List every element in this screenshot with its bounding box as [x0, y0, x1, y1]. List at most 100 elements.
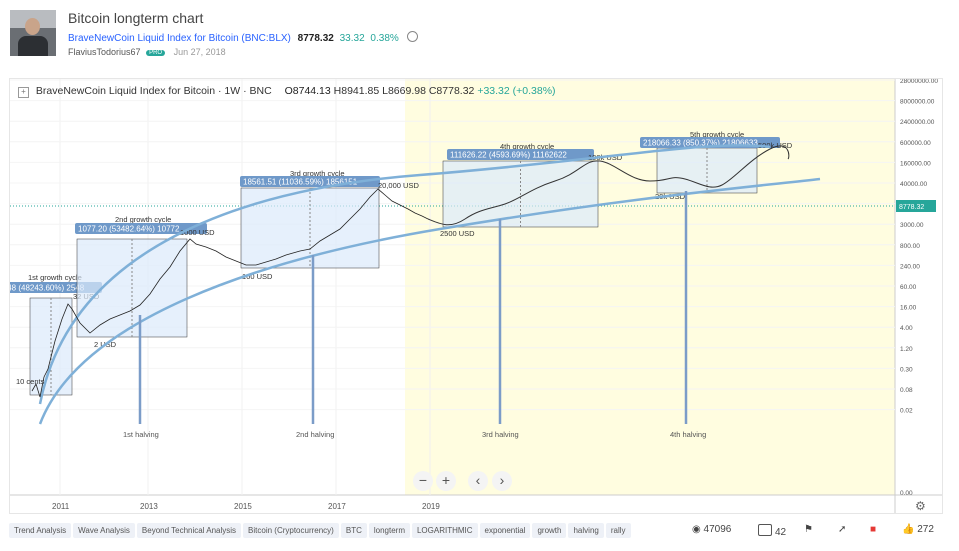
comment-icon [758, 524, 772, 536]
x-tick-2: 2015 [234, 502, 252, 511]
cycle-high-4: 500k USD [758, 141, 793, 150]
halving-label-0: 1st halving [123, 430, 159, 439]
price-change: 33.32 [339, 33, 365, 44]
gear-icon[interactable]: ⚙ [915, 499, 926, 513]
tag-6[interactable]: LOGARITHMIC [411, 523, 478, 538]
comments-button[interactable]: 42 [758, 524, 786, 538]
chart-canvas[interactable]: 2011 2013 2015 2017 2019 28000000.00 8000000.0… [10, 79, 942, 513]
halving-label-3: 4th halving [670, 430, 706, 439]
tag-2[interactable]: Beyond Technical Analysis [136, 523, 242, 538]
scroll-right-button[interactable]: › [492, 471, 512, 491]
price-line-projection [427, 145, 790, 226]
x-tick-1: 2013 [140, 502, 158, 511]
comments-value: 42 [775, 527, 787, 538]
legend-high: H8941.85 [333, 85, 380, 97]
cycle-label-0: 1st growth cycle [28, 273, 82, 282]
chart-legend: + BraveNewCoin Liquid Index for Bitcoin … [18, 85, 556, 98]
bookmark-icon[interactable]: ■ [870, 524, 877, 535]
flag-icon[interactable]: ⚑ [804, 524, 813, 535]
zoom-in-button[interactable]: + [436, 471, 456, 491]
symbol-line: BraveNewCoin Liquid Index for Bitcoin (B… [68, 31, 418, 44]
cycle-low-3: 2500 USD [440, 229, 475, 238]
eye-icon: ◉ [692, 524, 701, 535]
symbol-link[interactable]: BraveNewCoin Liquid Index for Bitcoin (B… [68, 33, 291, 44]
y-tick-12: 4.00 [900, 325, 913, 332]
cycle-low-2: 160 USD [242, 272, 273, 281]
lower-channel-curve [38, 177, 821, 425]
tag-7[interactable]: exponential [479, 523, 531, 538]
cycle-high-1: 1000 USD [180, 228, 215, 237]
tag-10[interactable]: rally [605, 523, 631, 538]
legend-low: L8669.98 [382, 85, 426, 97]
upper-channel-curve [38, 144, 771, 405]
y-tick-11: 16.00 [900, 305, 917, 312]
tag-9[interactable]: halving [568, 523, 604, 538]
thumbs-up-icon: 👍 [902, 524, 915, 535]
cycle-label-2: 3rd growth cycle [290, 169, 345, 178]
y-tick-17: 0.00 [900, 490, 913, 497]
legend-open: O8744.13 [284, 85, 331, 97]
tag-0[interactable]: Trend Analysis [9, 523, 72, 538]
views-count: ◉ 47096 [692, 524, 731, 535]
pro-badge: PRO [146, 50, 166, 56]
expand-icon[interactable]: + [18, 87, 29, 98]
y-tick-8: 800.00 [900, 243, 920, 250]
last-price-value: 8778.32 [899, 204, 924, 211]
likes-value: 272 [917, 524, 934, 535]
y-tick-15: 0.08 [900, 387, 913, 394]
tag-8[interactable]: growth [532, 523, 567, 538]
tag-4[interactable]: BTC [340, 523, 367, 538]
cycle-stat-1: 1077.20 (53482.64%) 10772 [78, 225, 180, 234]
y-tick-2: 2400000.00 [900, 119, 935, 126]
y-tick-16: 0.02 [900, 408, 913, 415]
y-tick-10: 60.00 [900, 284, 917, 291]
x-tick-3: 2017 [328, 502, 346, 511]
zoom-out-button[interactable]: − [413, 471, 433, 491]
y-tick-1: 8000000.00 [900, 99, 935, 106]
chart-panel[interactable]: 2011 2013 2015 2017 2019 28000000.00 8000000.0… [9, 78, 943, 514]
tag-5[interactable]: longterm [368, 523, 410, 538]
like-button[interactable]: 👍 272 [902, 524, 934, 535]
halving-label-2: 3rd halving [482, 430, 519, 439]
x-tick-0: 2011 [52, 502, 70, 511]
projection-zone [405, 79, 895, 495]
views-value: 47096 [703, 524, 732, 535]
cycle-stat-3: 111626.22 (4593.69%) 11162622 [450, 151, 567, 160]
last-price: 8778.32 [297, 33, 334, 44]
legend-change: +33.32 (+0.38%) [477, 85, 556, 97]
last-price-tag [896, 200, 936, 212]
y-tick-14: 0.30 [900, 366, 913, 373]
cycle-stat-2: 18561.51 (11036.59%) 1856151 [243, 178, 358, 187]
page-title: Bitcoin longterm chart [68, 10, 204, 26]
y-tick-13: 1.20 [900, 346, 913, 353]
avatar[interactable] [10, 10, 56, 56]
y-tick-4: 160000.00 [900, 160, 931, 167]
cycle-stat-0: .48 (48243.60%) 2548 [10, 284, 85, 293]
alert-clock-icon[interactable] [406, 31, 418, 42]
cycle-stat-bg-3 [447, 149, 594, 160]
y-tick-7: 3000.00 [900, 222, 924, 229]
publish-date: Jun 27, 2018 [173, 47, 226, 57]
cycle-stat-4: 218066.33 (850.37%) 21806633 [643, 139, 758, 148]
author-line: FlaviusTodorius67 PRO Jun 27, 2018 [68, 47, 226, 57]
price-change-pct: 0.38% [370, 33, 399, 44]
scroll-left-button[interactable]: ‹ [468, 471, 488, 491]
idea-header: Bitcoin longterm chart BraveNewCoin Liqu… [0, 0, 959, 72]
tag-3[interactable]: Bitcoin (Cryptocurrency) [243, 523, 339, 538]
y-tick-0: 28000000.00 [900, 79, 938, 85]
cycle-stat-bg-1 [75, 223, 207, 234]
cycle-high-2: 20,000 USD [378, 181, 419, 190]
tag-1[interactable]: Wave Analysis [73, 523, 135, 538]
share-icon[interactable]: ➚ [838, 524, 847, 535]
x-tick-4: 2019 [422, 502, 440, 511]
legend-close: C8778.32 [428, 85, 475, 97]
y-tick-9: 240.00 [900, 263, 920, 270]
y-tick-3: 600000.00 [900, 140, 931, 147]
cycle-label-1: 2nd growth cycle [115, 215, 171, 224]
author-name[interactable]: FlaviusTodorius67 [68, 47, 141, 57]
cycle-label-3: 4th growth cycle [500, 142, 554, 151]
cycle-low-0: 10 cents [16, 377, 45, 386]
halving-label-1: 2nd halving [296, 430, 334, 439]
price-line-history [31, 188, 429, 398]
y-tick-5: 40000.00 [900, 181, 927, 188]
